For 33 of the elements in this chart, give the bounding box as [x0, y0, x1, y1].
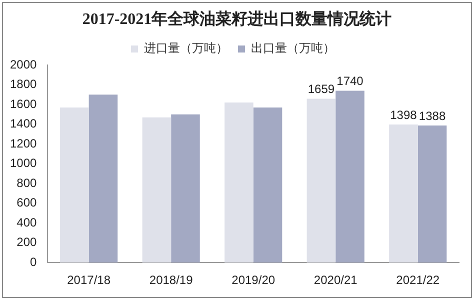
- bar: [60, 107, 89, 263]
- bar: [171, 114, 200, 263]
- y-tick-label: 800: [16, 176, 38, 190]
- y-tick-label: 1800: [10, 77, 38, 92]
- bar: [336, 90, 364, 263]
- data-label: 1398: [390, 108, 418, 122]
- x-tick-label: 2018/19: [149, 273, 194, 288]
- y-tick-label: 1400: [10, 116, 38, 131]
- y-tick-label: 2000: [10, 57, 38, 72]
- bar: [306, 98, 336, 263]
- bar: [142, 117, 172, 263]
- y-tick-label: 600: [16, 196, 38, 210]
- y-tick-label: 200: [16, 235, 38, 250]
- y-tick-label: 0: [30, 254, 38, 269]
- y-tick-label: 1200: [10, 136, 38, 150]
- legend-label: 进口量（万吨）: [144, 41, 228, 56]
- x-tick-label: 2019/20: [232, 273, 276, 288]
- y-tick-label: 1600: [10, 96, 38, 111]
- data-label: 1388: [418, 108, 446, 123]
- bar: [88, 94, 118, 263]
- x-tick-label: 2017/18: [67, 273, 111, 288]
- y-tick-label: 1000: [10, 156, 38, 170]
- bar: [253, 107, 282, 263]
- bar: [224, 102, 254, 263]
- x-tick-label: 2021/22: [396, 273, 440, 288]
- data-label: 1740: [336, 74, 364, 88]
- x-tick-label: 2020/21: [314, 273, 358, 288]
- data-label: 1659: [308, 82, 335, 96]
- bar: [418, 125, 447, 263]
- legend-label: 出口量（万吨）: [251, 41, 335, 56]
- y-tick-label: 400: [16, 215, 38, 230]
- bar: [389, 124, 418, 263]
- chart-title: 2017-2021年全球油菜籽进出口数量情况统计: [81, 9, 393, 30]
